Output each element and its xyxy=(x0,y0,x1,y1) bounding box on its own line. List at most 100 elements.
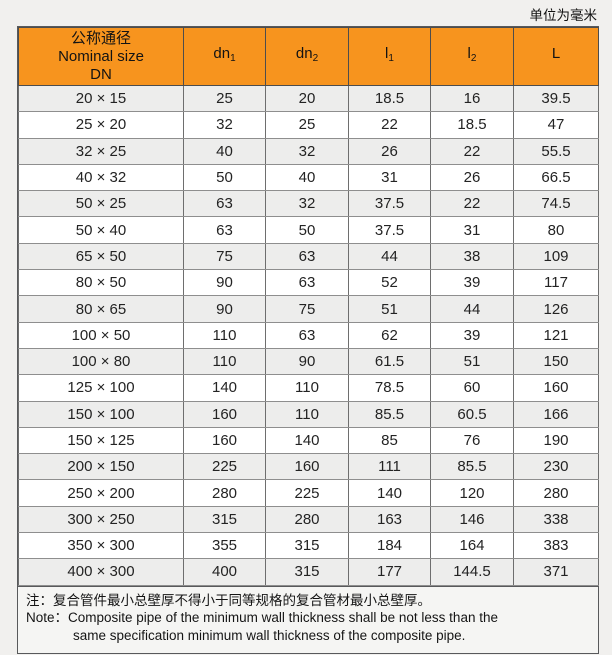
value-cell: 225 xyxy=(265,479,349,507)
nominal-size-cell: 50 × 40 xyxy=(18,216,184,244)
column-header-l2: l2 xyxy=(430,27,514,86)
value-cell: 110 xyxy=(183,321,266,349)
nominal-size-cell: 350 × 300 xyxy=(18,532,184,560)
value-cell: 63 xyxy=(265,321,349,349)
column-header-L: L xyxy=(513,27,599,86)
value-cell: 315 xyxy=(183,505,266,534)
value-cell: 61.5 xyxy=(348,347,431,376)
value-cell: 52 xyxy=(348,269,431,297)
value-cell: 37.5 xyxy=(348,216,431,244)
value-cell: 110 xyxy=(265,400,349,428)
value-cell: 62 xyxy=(348,321,431,349)
table-row: 300 × 250 315 280 163 146 338 xyxy=(18,505,599,534)
table-row: 125 × 100 140 110 78.5 60 160 xyxy=(18,374,599,402)
value-cell: 51 xyxy=(430,347,514,376)
table-row: 50 × 40 63 50 37.5 31 80 xyxy=(18,216,599,244)
nominal-size-cell: 50 × 25 xyxy=(18,190,184,218)
header-nominal-code: DN xyxy=(90,65,112,83)
table-row: 200 × 150 225 160 111 85.5 230 xyxy=(18,453,599,481)
subscript: 1 xyxy=(388,53,394,64)
value-cell: 16 xyxy=(430,84,514,113)
value-cell: 177 xyxy=(348,558,431,586)
value-cell: 90 xyxy=(265,347,349,376)
nominal-size-cell: 100 × 50 xyxy=(18,321,184,349)
table-body: 20 × 15 25 20 18.5 16 39.5 25 × 20 32 25 22 18.5 47… xyxy=(18,84,599,586)
value-cell: 111 xyxy=(348,453,431,481)
value-cell: 22 xyxy=(430,190,514,218)
nominal-size-cell: 65 × 50 xyxy=(18,242,184,271)
value-cell: 60.5 xyxy=(430,400,514,428)
subscript: 1 xyxy=(230,53,236,64)
value-cell: 280 xyxy=(265,505,349,534)
value-cell: 74.5 xyxy=(513,190,599,218)
table-row: 400 × 300 400 315 177 144.5 371 xyxy=(18,558,599,586)
value-cell: 47 xyxy=(513,111,599,139)
table-row: 32 × 25 40 32 26 22 55.5 xyxy=(18,137,599,165)
value-cell: 40 xyxy=(183,137,266,165)
note-zh: 注：复合管件最小总壁厚不得小于同等规格的复合管材最小总壁厚。 xyxy=(26,592,431,608)
value-cell: 163 xyxy=(348,505,431,534)
value-cell: 50 xyxy=(265,216,349,244)
value-cell: 25 xyxy=(265,111,349,139)
table-row: 80 × 65 90 75 51 44 126 xyxy=(18,295,599,323)
nominal-size-cell: 125 × 100 xyxy=(18,374,184,402)
value-cell: 25 xyxy=(183,84,266,113)
value-cell: 18.5 xyxy=(348,84,431,113)
value-cell: 355 xyxy=(183,532,266,560)
value-cell: 26 xyxy=(348,137,431,165)
value-cell: 32 xyxy=(183,111,266,139)
value-cell: 40 xyxy=(265,163,349,192)
value-cell: 22 xyxy=(348,111,431,139)
value-cell: 110 xyxy=(265,374,349,402)
nominal-size-cell: 150 × 125 xyxy=(18,426,184,455)
notes-block: 注：复合管件最小总壁厚不得小于同等规格的复合管材最小总壁厚。 Note：Comp… xyxy=(18,585,598,654)
value-cell: 230 xyxy=(513,453,599,481)
value-cell: 63 xyxy=(265,242,349,271)
nominal-size-cell: 250 × 200 xyxy=(18,479,184,507)
value-cell: 76 xyxy=(430,426,514,455)
value-cell: 44 xyxy=(348,242,431,271)
value-cell: 90 xyxy=(183,295,266,323)
value-cell: 160 xyxy=(513,374,599,402)
value-cell: 140 xyxy=(183,374,266,402)
table-row: 150 × 125 160 140 85 76 190 xyxy=(18,426,599,455)
value-cell: 160 xyxy=(183,426,266,455)
value-cell: 120 xyxy=(430,479,514,507)
table-row: 20 × 15 25 20 18.5 16 39.5 xyxy=(18,84,599,113)
table-row: 65 × 50 75 63 44 38 109 xyxy=(18,242,599,271)
value-cell: 85.5 xyxy=(430,453,514,481)
value-cell: 75 xyxy=(183,242,266,271)
value-cell: 32 xyxy=(265,190,349,218)
table-row: 100 × 50 110 63 62 39 121 xyxy=(18,321,599,349)
value-cell: 144.5 xyxy=(430,558,514,586)
value-cell: 66.5 xyxy=(513,163,599,192)
header-nominal-zh: 公称通径 xyxy=(70,29,131,47)
table-row: 250 × 200 280 225 140 120 280 xyxy=(18,479,599,507)
value-cell: 121 xyxy=(513,321,599,349)
table-row: 50 × 25 63 32 37.5 22 74.5 xyxy=(18,190,599,218)
value-cell: 338 xyxy=(513,505,599,534)
table-row: 25 × 20 32 25 22 18.5 47 xyxy=(18,111,599,139)
value-cell: 400 xyxy=(183,558,266,586)
nominal-size-cell: 25 × 20 xyxy=(18,111,184,139)
table-row: 80 × 50 90 63 52 39 117 xyxy=(18,269,599,297)
value-cell: 50 xyxy=(183,163,266,192)
value-cell: 371 xyxy=(513,558,599,586)
header-nominal-en: Nominal size xyxy=(58,47,144,65)
value-cell: 78.5 xyxy=(348,374,431,402)
spec-table-container: 公称通径 Nominal size DN dn1 dn2 l1 l2 L 20 … xyxy=(17,26,599,655)
value-cell: 280 xyxy=(513,479,599,507)
value-cell: 184 xyxy=(348,532,431,560)
spec-table: 公称通径 Nominal size DN dn1 dn2 l1 l2 L 20 … xyxy=(18,27,599,586)
value-cell: 109 xyxy=(513,242,599,271)
value-cell: 31 xyxy=(348,163,431,192)
column-header-nominal-size: 公称通径 Nominal size DN xyxy=(18,27,184,86)
unit-label: 单位为毫米 xyxy=(529,8,598,23)
value-cell: 160 xyxy=(183,400,266,428)
value-cell: 44 xyxy=(430,295,514,323)
value-cell: 75 xyxy=(265,295,349,323)
value-cell: 315 xyxy=(265,532,349,560)
nominal-size-cell: 40 × 32 xyxy=(18,163,184,192)
value-cell: 190 xyxy=(513,426,599,455)
value-cell: 85 xyxy=(348,426,431,455)
